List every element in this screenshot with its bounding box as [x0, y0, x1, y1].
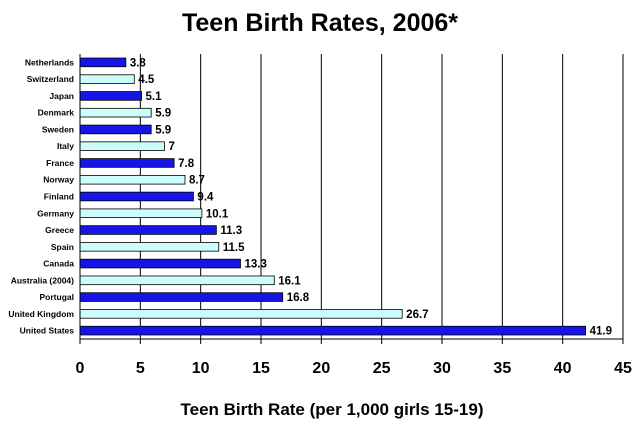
bar — [79, 292, 284, 302]
x-tick-label: 30 — [433, 360, 451, 377]
bar — [79, 141, 165, 151]
value-label: 4.5 — [138, 74, 155, 86]
bar — [79, 191, 194, 202]
category-labels: Netherlands Switzerland Japan Denmark Sweden… — [8, 57, 74, 335]
x-tick-label: 5 — [136, 360, 145, 377]
value-label: 11.3 — [220, 225, 242, 237]
value-label: 9.4 — [197, 192, 214, 204]
category-label: United States — [20, 326, 75, 336]
value-label: 13.3 — [244, 259, 266, 271]
chart-title: Teen Birth Rates, 2006* — [182, 9, 458, 37]
bar — [79, 225, 217, 235]
value-label: 5.9 — [155, 124, 171, 136]
category-label: Sweden — [42, 124, 74, 134]
value-labels: 3.8 4.5 5.1 5.9 5.9 7 7.8 8.7 9.4 10.1 11.3 11.5 13.… — [130, 57, 612, 337]
value-label: 7.8 — [178, 158, 195, 170]
bar — [79, 91, 142, 101]
category-label: Switzerland — [27, 74, 74, 84]
bar — [79, 275, 275, 286]
value-label: 16.8 — [287, 292, 310, 304]
value-label: 3.8 — [130, 57, 147, 69]
category-label: Germany — [37, 208, 74, 218]
bar — [79, 124, 152, 135]
bar — [79, 74, 135, 84]
value-label: 10.1 — [206, 208, 229, 220]
x-tick-label: 25 — [373, 360, 391, 377]
category-label: Australia (2004) — [11, 275, 74, 285]
value-label: 7 — [168, 141, 174, 153]
bar — [79, 107, 152, 118]
bar — [79, 208, 203, 219]
category-label: Italy — [57, 141, 74, 151]
category-label: Canada — [43, 259, 74, 269]
bar — [79, 242, 220, 252]
value-label: 26.7 — [406, 309, 428, 321]
category-label: Denmark — [38, 108, 75, 118]
value-label: 5.9 — [155, 108, 171, 120]
bar — [79, 325, 586, 336]
x-tick-label: 45 — [614, 360, 632, 377]
category-label: United Kingdom — [8, 309, 74, 319]
value-label: 41.9 — [590, 326, 612, 338]
x-tick-label: 15 — [252, 360, 270, 377]
category-label: Japan — [49, 91, 74, 101]
bar — [79, 309, 403, 319]
bar — [79, 158, 175, 168]
x-tick-label: 40 — [554, 360, 572, 377]
category-label: Finland — [44, 192, 74, 202]
category-label: Portugal — [40, 292, 74, 302]
x-tick-label: 20 — [312, 360, 330, 377]
gridlines — [139, 54, 624, 339]
bar — [79, 258, 241, 269]
value-label: 8.7 — [189, 175, 205, 187]
category-label: France — [46, 158, 74, 168]
x-tick-label: 10 — [192, 360, 210, 377]
x-tick-label: 35 — [493, 360, 511, 377]
value-label: 5.1 — [146, 91, 163, 103]
bar — [79, 174, 186, 185]
value-label: 11.5 — [223, 242, 245, 254]
bar — [79, 57, 127, 68]
x-tick-label: 0 — [76, 360, 85, 377]
category-label: Greece — [45, 225, 74, 235]
category-label: Norway — [43, 175, 74, 185]
x-axis-label: Teen Birth Rate (per 1,000 girls 15-19) — [181, 400, 484, 419]
value-label: 16.1 — [278, 275, 301, 287]
category-label: Netherlands — [25, 57, 74, 67]
x-axis-ticks: 0 5 10 15 20 25 30 35 40 45 — [76, 339, 632, 377]
category-label: Spain — [51, 242, 74, 252]
